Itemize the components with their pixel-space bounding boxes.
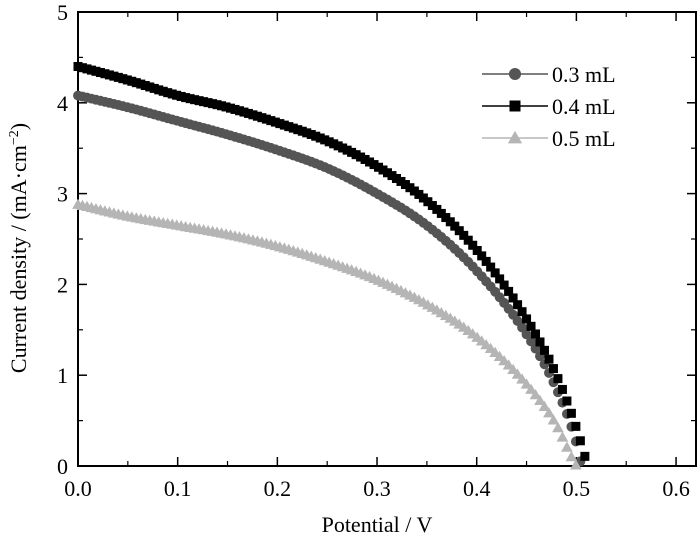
y-axis-title-main: Current density / (mA·cm [6, 145, 31, 373]
legend-marker [507, 130, 523, 144]
data-point [543, 407, 555, 418]
data-point [517, 307, 527, 317]
data-point [526, 321, 536, 331]
data-point [477, 251, 487, 261]
data-point [504, 286, 514, 296]
data-point [548, 364, 558, 374]
data-point [526, 336, 536, 347]
x-axis-title: Potential / V [322, 512, 433, 537]
series-layer [72, 61, 590, 470]
data-point [508, 293, 518, 303]
data-point [561, 441, 573, 452]
legend-marker [509, 100, 521, 112]
series-3 [72, 198, 582, 470]
data-point [553, 374, 563, 384]
data-point [522, 314, 532, 324]
legend-item: 0.3 mL [482, 62, 616, 87]
data-point [486, 262, 496, 272]
data-point [525, 383, 537, 394]
data-point [520, 378, 533, 389]
data-point [521, 329, 532, 340]
data-point [450, 221, 460, 231]
data-point [547, 414, 560, 425]
data-point [535, 337, 545, 347]
series-2 [73, 61, 590, 461]
y-tick-label: 5 [57, 0, 68, 25]
legend-item: 0.5 mL [482, 126, 616, 151]
data-point [499, 280, 509, 290]
x-tick-label: 0.3 [363, 476, 391, 501]
legend-item: 0.4 mL [482, 94, 616, 119]
legend-label: 0.4 mL [552, 94, 616, 119]
plot-area: 0.0 0.1 0.2 0.3 0.4 0.5 0.6 0 1 2 3 4 5 [57, 0, 697, 501]
data-point [534, 394, 546, 405]
legend: 0.3 mL 0.4 mL 0.5 mL [482, 62, 616, 151]
data-point [454, 226, 464, 236]
data-point [529, 389, 542, 400]
data-point [538, 400, 551, 411]
data-point [539, 345, 549, 355]
y-axis-title-close: ) [6, 123, 31, 130]
data-point [481, 256, 491, 266]
legend-label: 0.3 mL [552, 62, 616, 87]
data-point [459, 230, 469, 240]
y-tick-label: 4 [57, 91, 68, 116]
data-point [513, 300, 523, 310]
data-point [562, 396, 572, 406]
data-point [490, 268, 500, 278]
y-axis-title: Current density / (mA·cm−2) [6, 123, 31, 373]
data-point [556, 431, 569, 442]
x-tick-label: 0.1 [164, 476, 192, 501]
data-point [472, 245, 482, 255]
data-point [566, 408, 576, 418]
data-point [495, 274, 505, 284]
legend-marker [508, 67, 522, 81]
data-point [557, 384, 567, 394]
x-tick-label: 0.5 [563, 476, 591, 501]
x-tick-label: 0.0 [64, 476, 92, 501]
data-point [544, 354, 554, 364]
y-tick-label: 1 [57, 363, 68, 388]
data-point [565, 451, 578, 462]
data-point [571, 421, 581, 431]
data-point [531, 329, 541, 339]
data-point [516, 373, 528, 384]
data-point [570, 459, 582, 470]
data-point [463, 235, 473, 245]
y-tick-label: 3 [57, 182, 68, 207]
data-point [575, 436, 585, 446]
y-axis-title-superscript: −2 [7, 130, 22, 145]
y-tick-label: 0 [57, 454, 68, 479]
x-tick-label: 0.4 [463, 476, 491, 501]
legend-label: 0.5 mL [552, 126, 616, 151]
x-tick-label: 0.6 [662, 476, 690, 501]
x-tick-label: 0.2 [264, 476, 292, 501]
data-point [468, 240, 478, 250]
y-tick-label: 2 [57, 272, 68, 297]
data-point [552, 422, 564, 433]
data-point [580, 451, 590, 461]
